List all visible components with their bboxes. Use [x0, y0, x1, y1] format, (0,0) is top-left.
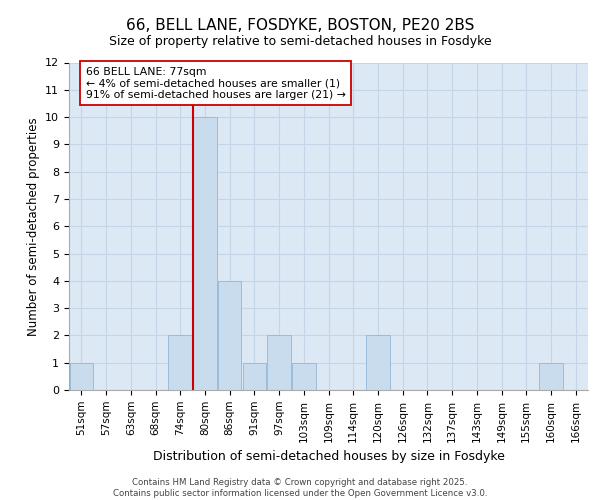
Text: 66, BELL LANE, FOSDYKE, BOSTON, PE20 2BS: 66, BELL LANE, FOSDYKE, BOSTON, PE20 2BS: [126, 18, 474, 32]
Text: Size of property relative to semi-detached houses in Fosdyke: Size of property relative to semi-detach…: [109, 35, 491, 48]
Bar: [218, 281, 241, 390]
Bar: [70, 362, 93, 390]
Bar: [366, 336, 389, 390]
Text: Contains HM Land Registry data © Crown copyright and database right 2025.
Contai: Contains HM Land Registry data © Crown c…: [113, 478, 487, 498]
Bar: [242, 362, 266, 390]
Y-axis label: Number of semi-detached properties: Number of semi-detached properties: [26, 117, 40, 336]
Bar: [268, 336, 291, 390]
Bar: [193, 117, 217, 390]
Text: 66 BELL LANE: 77sqm
← 4% of semi-detached houses are smaller (1)
91% of semi-det: 66 BELL LANE: 77sqm ← 4% of semi-detache…: [86, 66, 346, 100]
Bar: [539, 362, 563, 390]
Bar: [292, 362, 316, 390]
Bar: [169, 336, 192, 390]
X-axis label: Distribution of semi-detached houses by size in Fosdyke: Distribution of semi-detached houses by …: [152, 450, 505, 463]
